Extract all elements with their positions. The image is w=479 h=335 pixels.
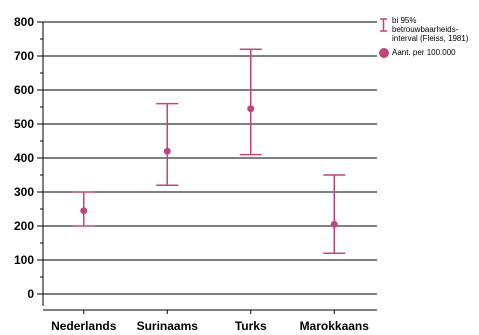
errorbar-3 xyxy=(323,174,346,254)
x-axis: Nederlands Surinaams Turks Marokkaans xyxy=(43,309,377,333)
x-tick-label-1: Surinaams xyxy=(137,319,199,333)
errorbar-0 xyxy=(72,191,95,227)
y-tick-label-600: 600 xyxy=(14,83,34,97)
confidence-interval-icon xyxy=(380,18,387,32)
y-axis: 0 100 200 300 400 500 600 700 800 xyxy=(14,15,44,306)
y-tick-label-300: 300 xyxy=(14,185,34,199)
y-tick-label-400: 400 xyxy=(14,151,34,165)
y-tick-label-0: 0 xyxy=(27,287,34,301)
errorbar-1 xyxy=(156,102,179,186)
legend-point-label: Aant. per 100.000 xyxy=(392,48,456,57)
legend-ci-entry: bi 95% betrouwbaarheids- interval (Fleis… xyxy=(379,16,479,43)
errorbar-2 xyxy=(239,48,262,156)
x-tick-label-0: Nederlands xyxy=(51,319,117,333)
point-marker-icon xyxy=(379,48,389,58)
y-tick-label-500: 500 xyxy=(14,117,34,131)
legend: bi 95% betrouwbaarheids- interval (Fleis… xyxy=(379,16,479,58)
y-tick-label-200: 200 xyxy=(14,219,34,233)
legend-ci-line-3: interval (Fleiss, 1981) xyxy=(392,34,469,43)
y-tick-label-800: 800 xyxy=(14,15,34,29)
point-3 xyxy=(330,220,338,228)
point-1 xyxy=(163,147,171,155)
legend-ci-line-2: betrouwbaarheids- xyxy=(392,25,459,34)
x-tick-label-3: Marokkaans xyxy=(300,319,370,333)
data-marks xyxy=(72,48,346,254)
legend-ci-line-1: bi 95% xyxy=(392,16,417,25)
point-2 xyxy=(247,105,255,113)
legend-point-entry: Aant. per 100.000 xyxy=(379,48,479,58)
y-tick-label-100: 100 xyxy=(14,253,34,267)
y-tick-label-700: 700 xyxy=(14,49,34,63)
x-tick-label-2: Turks xyxy=(235,319,267,333)
point-0 xyxy=(80,207,88,215)
gridlines xyxy=(43,21,377,295)
